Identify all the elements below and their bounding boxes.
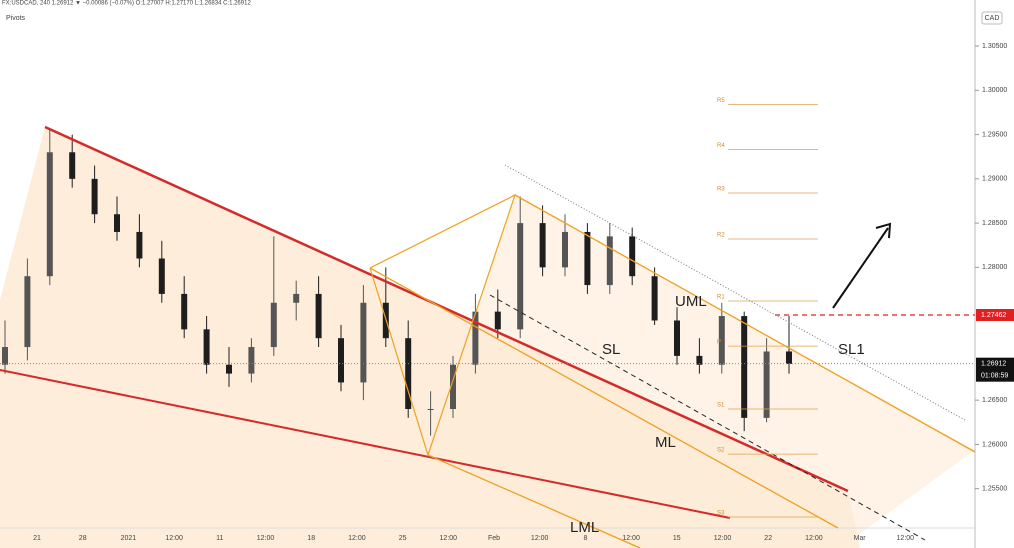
uml-line — [514, 194, 976, 453]
candle-body — [674, 320, 680, 356]
candle-body — [69, 152, 76, 179]
candle-body — [203, 329, 210, 365]
y-tick-label: 1.30000 — [982, 87, 1007, 94]
candle-body — [46, 152, 53, 277]
x-tick-label: 12:00 — [531, 535, 549, 542]
candle-body — [472, 311, 479, 365]
level-tag — [976, 308, 1014, 321]
y-tick-label: 1.30500 — [982, 43, 1007, 50]
x-tick-label: 25 — [399, 535, 407, 542]
x-tick-label: 12:00 — [897, 535, 915, 542]
annotation: ML — [655, 434, 676, 451]
candle-body — [696, 355, 703, 365]
last-price-tag — [976, 357, 1014, 382]
lower-trendline — [0, 369, 731, 519]
candle-body — [270, 302, 277, 348]
candle-body — [248, 347, 255, 374]
level-label: 1.27462 — [981, 312, 1006, 319]
pivot-label: P — [717, 340, 721, 346]
candle-body — [718, 316, 725, 365]
candle-body — [136, 231, 143, 259]
y-tick-label: 1.29000 — [982, 176, 1007, 183]
candle-body — [405, 338, 412, 410]
lml-line — [427, 454, 641, 548]
y-tick-label: 1.26500 — [982, 397, 1007, 404]
x-tick-label: 28 — [79, 535, 87, 542]
candle-body — [517, 223, 524, 330]
pivot-label: S3 — [717, 511, 725, 517]
arrow — [832, 227, 889, 309]
candle-body — [181, 293, 188, 330]
pivot-label: R3 — [717, 187, 725, 193]
candle-body — [450, 364, 456, 410]
currency-box — [981, 11, 1003, 25]
candle-body — [427, 409, 434, 411]
annotation: UML — [675, 293, 707, 310]
pivot-label: S1 — [717, 403, 725, 409]
x-tick-label: 12:00 — [805, 535, 823, 542]
candle-body — [293, 293, 300, 303]
x-tick-label: 21 — [33, 535, 41, 542]
ml-line — [369, 267, 839, 529]
arrow-head — [875, 222, 892, 239]
x-tick-label: 12:00 — [622, 535, 640, 542]
last-price-label: 1.26912 — [981, 361, 1006, 368]
candle-body — [315, 293, 322, 339]
x-tick-label: 22 — [764, 535, 772, 542]
candle-body — [606, 236, 613, 286]
candle-body — [763, 351, 770, 418]
y-tick-label: 1.29500 — [982, 131, 1007, 138]
candle-body — [562, 231, 568, 268]
candle-body — [360, 302, 367, 383]
x-tick-label: 15 — [673, 535, 681, 542]
upper-trendline — [44, 125, 849, 493]
x-tick-label: 2021 — [121, 535, 137, 542]
pivot-label: S2 — [717, 448, 725, 454]
countdown: 01:08:59 — [981, 373, 1008, 380]
currency: CAD — [985, 15, 1000, 22]
fork-fill — [428, 195, 975, 548]
candle-body — [651, 276, 658, 321]
x-tick-label: 12:00 — [257, 535, 275, 542]
pivot-label: R5 — [717, 98, 725, 104]
annotation: SL — [602, 341, 620, 358]
candle-body — [158, 258, 165, 294]
indicator-name: Pivots — [6, 15, 26, 22]
annotation: LML — [570, 519, 599, 536]
pivot-label: R2 — [717, 233, 725, 239]
x-tick-label: 12:00 — [165, 535, 183, 542]
candle-body — [114, 214, 120, 232]
sl-line — [489, 294, 926, 541]
candle-body — [338, 338, 344, 383]
candle-body — [2, 347, 8, 365]
header: FX:USDCAD, 240 1.26912 ▼ −0.00086 (−0.07… — [2, 1, 251, 7]
y-tick-label: 1.28500 — [982, 220, 1007, 227]
candle-body — [91, 178, 98, 215]
candle-body — [494, 311, 501, 330]
pivot-label: R4 — [717, 143, 725, 149]
y-tick-label: 1.28000 — [982, 264, 1007, 271]
candle-body — [629, 236, 636, 277]
x-tick-label: Feb — [488, 535, 500, 542]
x-tick-label: 12:00 — [348, 535, 366, 542]
annotation: SL1 — [838, 341, 865, 358]
candle-body — [786, 351, 792, 364]
candle-body — [584, 231, 591, 286]
y-tick-label: 1.25500 — [982, 486, 1007, 493]
candle-body — [226, 364, 232, 374]
sl1-line — [504, 164, 966, 421]
x-tick-label: 12:00 — [714, 535, 732, 542]
x-tick-label: 12:00 — [440, 535, 458, 542]
candle-body — [741, 316, 748, 418]
candle-body — [24, 276, 31, 348]
pivot-label: R1 — [717, 295, 725, 301]
x-tick-label: 18 — [307, 535, 315, 542]
candle-body — [539, 223, 546, 268]
x-tick-label: 8 — [583, 535, 587, 542]
y-tick-label: 1.26000 — [982, 441, 1007, 448]
x-tick-label: Mar — [854, 535, 867, 542]
x-tick-label: 11 — [216, 535, 223, 542]
